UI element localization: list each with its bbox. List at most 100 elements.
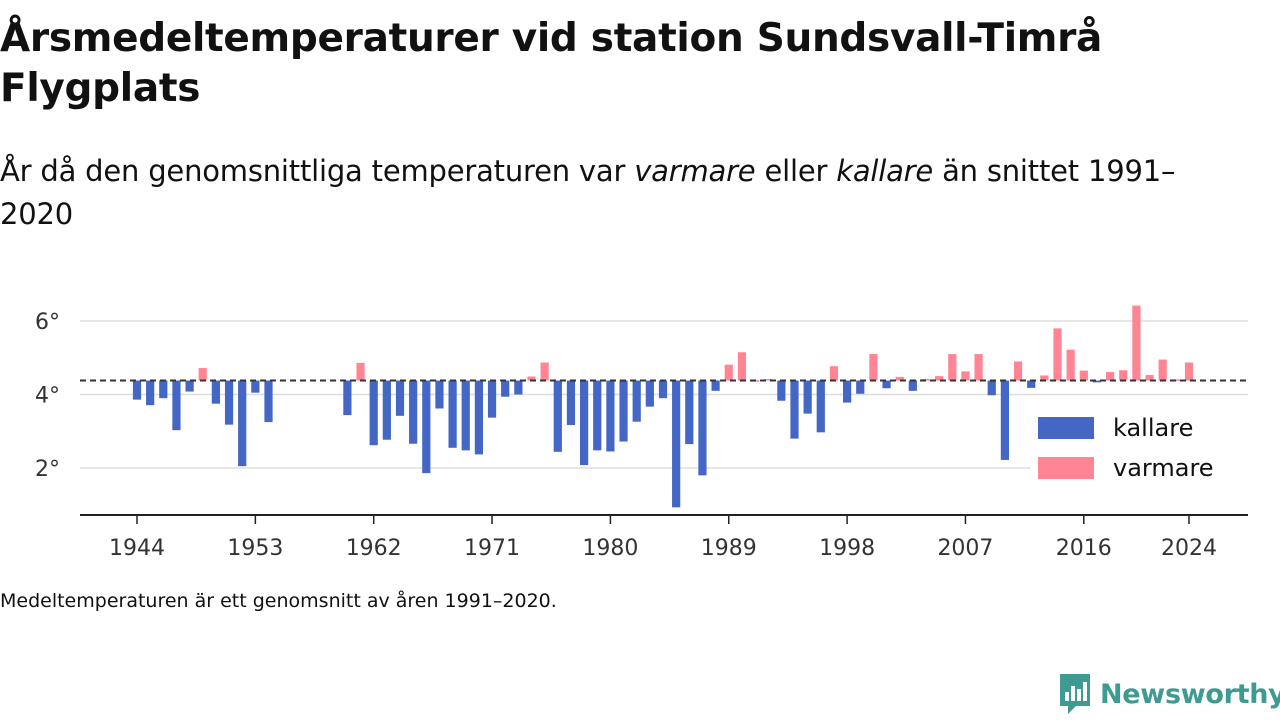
subtitle-warm-word: varmare: [634, 154, 756, 188]
bar-1954: [264, 380, 273, 423]
newsworthy-logo-icon: [1060, 674, 1090, 714]
bar-1949: [198, 368, 207, 381]
bar-2013: [1040, 375, 1049, 381]
subtitle-cold-word: kallare: [836, 154, 934, 188]
bar-1961: [356, 362, 365, 381]
bar-1986: [685, 380, 694, 445]
bar-1995: [803, 380, 812, 414]
bar-2020: [1132, 305, 1141, 381]
x-tick-label: 1971: [464, 536, 520, 561]
bar-1988: [711, 380, 720, 391]
bar-1992: [764, 379, 773, 381]
brand-logo: Newsworthy: [1058, 672, 1280, 716]
bar-2019: [1119, 370, 1128, 381]
bar-1974: [527, 376, 536, 381]
bar-1960: [343, 380, 352, 416]
bar-1946: [159, 380, 168, 399]
bar-1947: [172, 380, 181, 431]
bar-1968: [448, 380, 457, 448]
bar-1976: [553, 380, 562, 452]
bar-1999: [856, 380, 865, 394]
bar-1980: [606, 380, 615, 452]
bar-1981: [619, 380, 628, 442]
bar-2022: [1158, 359, 1167, 381]
bar-1964: [395, 380, 405, 416]
bar-2018: [1106, 372, 1115, 381]
bar-2006: [948, 354, 957, 381]
bar-1967: [435, 380, 444, 409]
bar-1950: [211, 380, 220, 404]
legend-label-varmare: varmare: [1113, 454, 1214, 482]
bar-1994: [790, 380, 799, 439]
x-tick-label: 1989: [701, 536, 757, 561]
bar-1996: [816, 380, 825, 433]
bar-1975: [540, 362, 549, 381]
x-tick-label: 2016: [1056, 536, 1112, 561]
bar-2021: [1145, 375, 1154, 381]
bar-1983: [645, 380, 654, 407]
bar-2000: [869, 354, 878, 381]
temperature-bar-chart: 2° 4° 6° 1944 1953 1962 1971 1980 1989 1998 2007 20…: [35, 305, 1248, 561]
bar-2017: [1092, 380, 1102, 383]
y-tick-label: 6°: [35, 310, 60, 335]
bar-2010: [1000, 380, 1009, 460]
x-tick-label: 2024: [1161, 536, 1217, 561]
bar-1982: [632, 380, 641, 422]
bar-1978: [580, 380, 589, 466]
bar-1979: [593, 380, 602, 451]
bar-1987: [698, 380, 707, 476]
bar-1977: [566, 380, 576, 426]
x-tick-label: 1980: [582, 536, 638, 561]
legend-swatch-kallare: [1038, 417, 1094, 439]
bar-1990: [737, 352, 746, 381]
bar-1962: [369, 380, 378, 446]
bar-2003: [908, 380, 917, 391]
bar-2011: [1013, 361, 1023, 381]
bar-1970: [474, 380, 483, 455]
bar-1972: [501, 380, 510, 397]
bar-1944: [132, 380, 142, 400]
bar-1971: [487, 380, 497, 418]
legend-label-kallare: kallare: [1113, 414, 1193, 442]
bar-1948: [185, 380, 194, 392]
bar-2024: [1184, 362, 1194, 381]
bar-1989: [724, 364, 733, 381]
bar-1984: [658, 380, 668, 399]
bar-1973: [514, 380, 523, 395]
bar-1985: [672, 380, 681, 508]
bar-2001: [882, 380, 891, 389]
bar-1969: [461, 380, 470, 451]
bar-2015: [1066, 349, 1075, 381]
bar-2012: [1027, 380, 1036, 388]
bar-1952: [238, 380, 247, 467]
footnote: Medeltemperaturen är ett genomsnitt av å…: [0, 590, 557, 612]
bar-1997: [829, 366, 839, 381]
x-tick-label: 1944: [109, 536, 165, 561]
x-tick-label: 2007: [937, 536, 993, 561]
y-tick-label: 4°: [35, 384, 60, 409]
bar-1998: [843, 380, 852, 403]
brand-name: Newsworthy: [1100, 678, 1280, 710]
bar-1963: [382, 380, 391, 440]
bar-1945: [146, 380, 155, 406]
bar-1966: [422, 380, 431, 474]
bar-2005: [935, 376, 944, 381]
bar-1965: [409, 380, 418, 444]
x-tick-label: 1962: [346, 536, 402, 561]
bar-1993: [777, 380, 786, 401]
bar-2008: [974, 354, 983, 381]
bar-1951: [224, 380, 234, 425]
legend-swatch-varmare: [1038, 457, 1094, 479]
subtitle-text-middle: eller: [755, 154, 837, 188]
subtitle-text-after: än snittet 1991–2020: [0, 154, 1176, 231]
bar-2002: [895, 376, 904, 381]
bar-2009: [987, 380, 996, 396]
bar-2007: [961, 371, 970, 381]
x-tick-label: 1953: [227, 536, 283, 561]
x-tick-label: 1998: [819, 536, 875, 561]
chart-title: Årsmedeltemperaturer vid station Sundsva…: [0, 16, 1103, 111]
bar-2016: [1079, 370, 1088, 381]
chart-subtitle: År då den genomsnittliga temperaturen va…: [0, 150, 1240, 236]
subtitle-text-before: År då den genomsnittliga temperaturen va…: [0, 154, 635, 188]
y-tick-label: 2°: [35, 457, 60, 482]
